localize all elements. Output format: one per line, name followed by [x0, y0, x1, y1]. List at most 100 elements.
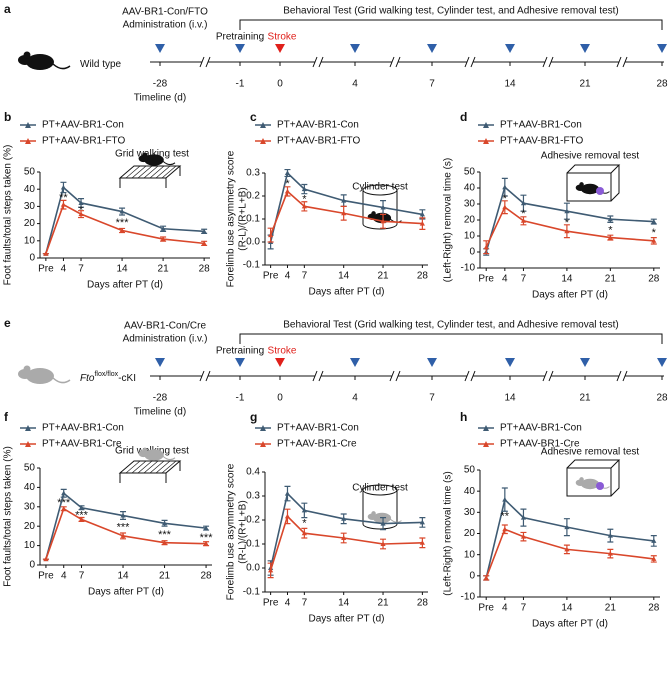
data-point	[607, 235, 613, 240]
day-label: 21	[579, 79, 591, 90]
axis-break-gap	[619, 371, 625, 381]
mouse-icon	[18, 365, 71, 384]
data-point	[160, 226, 166, 231]
legend-label: PT+AAV-BR1-FTO	[500, 136, 583, 147]
data-point	[119, 227, 125, 233]
day-label: 7	[429, 79, 435, 90]
data-point	[78, 211, 84, 217]
grid-icon-wire	[125, 460, 141, 474]
x-axis-title: Days after PT (d)	[532, 619, 608, 630]
data-point	[60, 184, 67, 190]
mouse-body	[26, 54, 54, 70]
legend-marker	[260, 122, 266, 128]
data-point	[284, 170, 291, 175]
y-tick-label: 20	[24, 218, 36, 229]
mouse-body	[580, 478, 600, 490]
data-point	[520, 200, 527, 206]
day-label: 14	[504, 79, 516, 90]
significance-label: ***	[75, 509, 89, 521]
series-line	[485, 498, 654, 579]
y-tick-label: -10	[461, 263, 476, 274]
grid-icon-wire	[131, 165, 147, 179]
event-marker	[235, 44, 245, 53]
event-marker	[155, 358, 165, 367]
grid-icon-legs	[119, 461, 181, 483]
event-marker	[350, 358, 360, 367]
axis-break	[542, 370, 554, 382]
x-tick-label: 21	[159, 571, 171, 582]
legend-label: PT+AAV-BR1-Con	[277, 423, 359, 434]
axis-break	[616, 370, 628, 382]
legend-label: PT+AAV-BR1-Con	[500, 120, 582, 131]
x-tick-label: 21	[158, 264, 170, 275]
data-point	[60, 202, 67, 207]
data-point	[161, 520, 168, 526]
data-point	[564, 208, 570, 214]
grid-icon-wire	[131, 460, 147, 474]
data-point	[341, 516, 347, 521]
data-point	[607, 216, 613, 222]
x-axis-title: Days after PT (d)	[309, 287, 385, 298]
data-point	[564, 524, 570, 530]
data-point	[564, 546, 570, 552]
series-line	[45, 186, 205, 254]
y-tick-label: 50	[464, 167, 476, 178]
admin-label: AAV-BR1-Con/Cre	[124, 321, 207, 332]
data-point	[119, 208, 125, 214]
series-line	[485, 185, 654, 253]
mouse-tail	[52, 63, 71, 70]
event-marker	[275, 358, 285, 367]
data-point	[502, 204, 508, 210]
axis-break-gap	[392, 371, 398, 381]
axis-break-gap	[202, 371, 208, 381]
legend-marker	[25, 138, 31, 144]
axis-break-gap	[467, 57, 473, 67]
x-tick-label: 14	[338, 271, 350, 282]
y-tick-label: 20	[464, 528, 476, 539]
legend-marker	[483, 122, 489, 128]
grid-icon-wire	[125, 165, 141, 179]
y-tick-label: 10	[24, 235, 36, 246]
y-tick-label: 0	[469, 570, 475, 581]
data-point	[201, 228, 207, 234]
grid-icon-legs	[119, 166, 181, 188]
legend-marker	[483, 138, 489, 144]
grid-icon-wire	[155, 460, 171, 474]
cylinder-side	[362, 490, 398, 530]
panel-letter: e	[4, 316, 11, 330]
grid-icon-wire	[143, 165, 159, 179]
legend-marker	[25, 425, 31, 431]
event-marker	[505, 358, 515, 367]
data-point	[419, 540, 425, 545]
x-tick-label: 21	[605, 603, 617, 614]
data-point	[43, 556, 49, 562]
data-point	[284, 491, 291, 496]
data-point	[483, 244, 489, 250]
y-tick-label: 0.0	[246, 237, 260, 248]
behavioral-label: Behavioral Test (Grid walking test, Cyli…	[283, 320, 619, 331]
y-tick-label: 40	[24, 184, 36, 195]
y-tick-label: 50	[24, 463, 36, 474]
data-point	[380, 541, 386, 546]
admin-label: Administration (i.v.)	[123, 334, 208, 345]
timeline-xlabel: Timeline (d)	[134, 407, 186, 418]
legend-label: PT+AAV-BR1-FTO	[42, 136, 125, 147]
x-tick-label: 28	[201, 571, 213, 582]
bracket	[239, 333, 663, 344]
y-axis-title: Forelimb use asymmetry score	[226, 150, 237, 287]
y-axis-title: Forelimb use asymmetry score	[226, 463, 237, 600]
x-axis-title: Days after PT (d)	[532, 290, 608, 301]
x-axis-title: Days after PT (d)	[88, 587, 164, 598]
significance-label: *	[608, 224, 613, 236]
x-tick-label: Pre	[478, 274, 494, 285]
axis-break-gap	[315, 371, 321, 381]
panel-letter: a	[4, 2, 11, 16]
x-tick-label: Pre	[38, 264, 54, 275]
test-title: Adhesive removal test	[541, 151, 640, 162]
legend-label: PT+AAV-BR1-Cre	[42, 439, 122, 450]
mouse-body	[144, 449, 164, 461]
axis-break	[542, 56, 554, 68]
genotype-label: Wild type	[80, 59, 122, 70]
test-title: Cylinder test	[352, 182, 408, 193]
